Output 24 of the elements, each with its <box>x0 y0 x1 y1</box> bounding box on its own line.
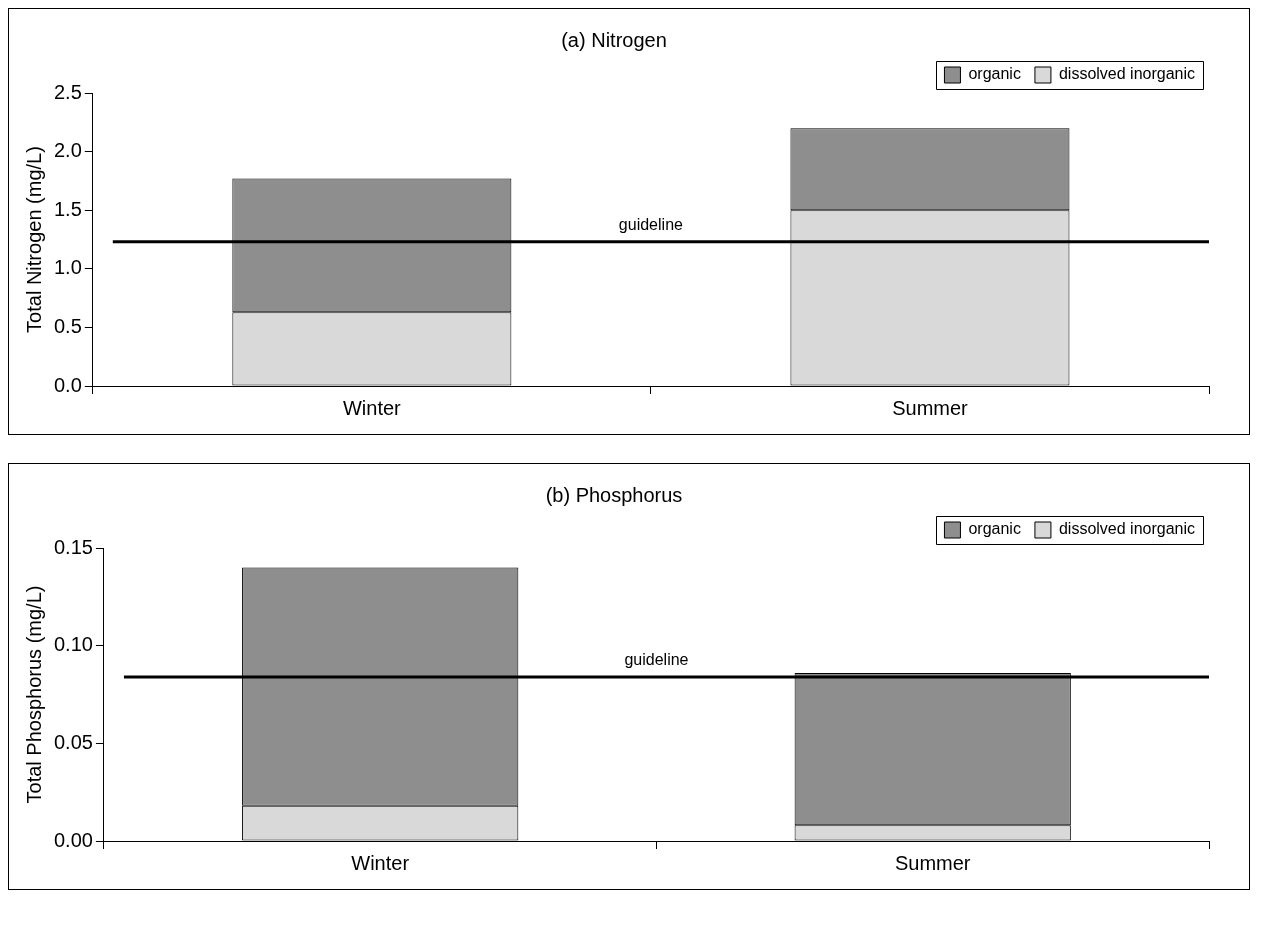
y-tick-label: 0.5 <box>53 314 82 337</box>
y-tick-label: 2.0 <box>53 139 82 162</box>
y-tick-label: 0.00 <box>53 828 93 851</box>
x-tick-label: Winter <box>342 396 402 419</box>
y-tick-label: 0.10 <box>53 633 93 656</box>
x-tick-label: Winter <box>351 851 410 874</box>
ref-line-label: guideline <box>618 216 684 234</box>
legend-label: dissolved inorganic <box>1058 65 1195 83</box>
y-tick-label: 2.5 <box>53 80 82 103</box>
y-tick-label: 1.0 <box>53 256 82 279</box>
legend-label: organic <box>968 520 1021 538</box>
legend-label: organic <box>968 65 1021 83</box>
legend-label: dissolved inorganic <box>1058 520 1195 538</box>
x-tick-label: Summer <box>892 396 969 419</box>
y-tick-label: 0.05 <box>53 730 93 753</box>
y-tick-label: 0.15 <box>53 535 93 558</box>
y-tick-label: 1.5 <box>53 197 82 220</box>
ref-line-label: guideline <box>624 651 689 669</box>
y-axis-title: Total Nitrogen (mg/L) <box>22 146 45 333</box>
y-tick-label: 0.0 <box>53 373 82 396</box>
x-tick-label: Summer <box>894 851 971 874</box>
chart-title: (a) Nitrogen <box>561 28 667 51</box>
chart-title: (b) Phosphorus <box>545 483 683 506</box>
y-axis-title: Total Phosphorus (mg/L) <box>22 585 45 804</box>
